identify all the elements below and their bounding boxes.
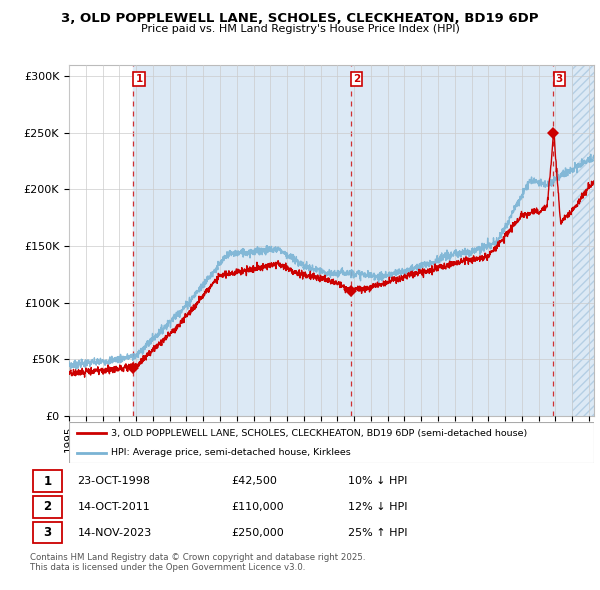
Text: This data is licensed under the Open Government Licence v3.0.: This data is licensed under the Open Gov…: [30, 563, 305, 572]
Text: £110,000: £110,000: [231, 502, 284, 512]
Text: 23-OCT-1998: 23-OCT-1998: [77, 476, 151, 486]
Text: 1: 1: [136, 74, 143, 84]
Text: 2: 2: [43, 500, 52, 513]
Text: 12% ↓ HPI: 12% ↓ HPI: [348, 502, 407, 512]
FancyBboxPatch shape: [33, 522, 62, 543]
Text: 10% ↓ HPI: 10% ↓ HPI: [348, 476, 407, 486]
Bar: [572, 65, 594, 416]
Text: 3, OLD POPPLEWELL LANE, SCHOLES, CLECKHEATON, BD19 6DP (semi-detached house): 3, OLD POPPLEWELL LANE, SCHOLES, CLECKHE…: [111, 429, 527, 438]
FancyBboxPatch shape: [33, 496, 62, 517]
Text: £42,500: £42,500: [231, 476, 277, 486]
Text: Contains HM Land Registry data © Crown copyright and database right 2025.: Contains HM Land Registry data © Crown c…: [30, 553, 365, 562]
Text: 25% ↑ HPI: 25% ↑ HPI: [348, 527, 407, 537]
Text: 14-NOV-2023: 14-NOV-2023: [77, 527, 152, 537]
FancyBboxPatch shape: [33, 470, 62, 492]
Bar: [133, 65, 594, 416]
Text: 3, OLD POPPLEWELL LANE, SCHOLES, CLECKHEATON, BD19 6DP: 3, OLD POPPLEWELL LANE, SCHOLES, CLECKHE…: [61, 12, 539, 25]
Text: 14-OCT-2011: 14-OCT-2011: [77, 502, 150, 512]
Text: HPI: Average price, semi-detached house, Kirklees: HPI: Average price, semi-detached house,…: [111, 448, 351, 457]
Text: 2: 2: [353, 74, 361, 84]
Text: Price paid vs. HM Land Registry's House Price Index (HPI): Price paid vs. HM Land Registry's House …: [140, 24, 460, 34]
Text: £250,000: £250,000: [231, 527, 284, 537]
Bar: [572, 65, 594, 416]
FancyBboxPatch shape: [69, 422, 594, 463]
Text: 3: 3: [556, 74, 563, 84]
Text: 3: 3: [43, 526, 52, 539]
Text: 1: 1: [43, 474, 52, 487]
